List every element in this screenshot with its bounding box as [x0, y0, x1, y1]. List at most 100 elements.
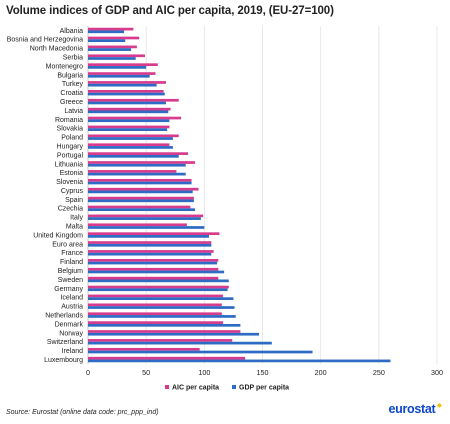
x-tick-label: 100 [198, 368, 210, 377]
x-tick-label: 250 [373, 368, 385, 377]
category-label-ireland: Ireland [62, 348, 84, 355]
bar-gdp-per-capita-turkey [88, 83, 157, 87]
bar-aic-per-capita-italy [88, 214, 204, 218]
bar-gdp-per-capita-italy [88, 217, 201, 220]
category-label-united-kingdom: United Kingdom [33, 232, 83, 239]
legend-label-gdp-per-capita: GDP per capita [239, 385, 289, 392]
bar-aic-per-capita-germany [88, 285, 229, 289]
bar-aic-per-capita-lithuania [88, 161, 196, 164]
bar-gdp-per-capita-latvia [88, 110, 169, 114]
bar-aic-per-capita-turkey [88, 81, 166, 84]
bar-gdp-per-capita-malta [88, 226, 205, 229]
category-label-finland: Finland [60, 259, 83, 266]
bar-gdp-per-capita-lithuania [88, 163, 186, 167]
bar-gdp-per-capita-estonia [88, 172, 186, 176]
bar-gdp-per-capita-netherlands [88, 315, 236, 318]
bar-gdp-per-capita-croatia [88, 92, 165, 96]
bar-aic-per-capita-portugal [88, 152, 189, 155]
bar-gdp-per-capita-portugal [88, 154, 179, 158]
category-label-hungary: Hungary [57, 143, 84, 150]
bar-aic-per-capita-cyprus [88, 187, 199, 191]
bar-gdp-per-capita-sweden [88, 279, 229, 283]
category-labels: Albania Bosnia and Herzegovina North Maced… [7, 28, 84, 364]
legend-label-aic-per-capita: AIC per capita [172, 385, 219, 392]
category-label-north-macedonia: North Macedonia [30, 46, 83, 53]
source-note: Source: Eurostat (online data code: prc_… [6, 409, 159, 416]
category-label-denmark: Denmark [55, 321, 84, 328]
bar-aic-per-capita-switzerland [88, 339, 233, 342]
bar-gdp-per-capita-montenegro [88, 66, 147, 69]
bar-aic-per-capita-bulgaria [88, 72, 156, 75]
category-label-poland: Poland [61, 135, 83, 142]
eurostat-logo: eurostat✸ [389, 402, 443, 416]
bar-gdp-per-capita-cyprus [88, 190, 193, 194]
bar-aic-per-capita-croatia [88, 90, 164, 93]
category-label-germany: Germany [54, 286, 83, 293]
bar-gdp-per-capita-ireland [88, 350, 313, 354]
category-label-netherlands: Netherlands [45, 312, 83, 319]
bar-gdp-per-capita-greece [88, 101, 166, 105]
category-label-serbia: Serbia [63, 55, 83, 62]
bar-gdp-per-capita-germany [88, 288, 228, 292]
category-label-croatia: Croatia [60, 90, 83, 97]
x-tick-label: 0 [86, 368, 90, 377]
brand-text: eurostat [388, 402, 436, 416]
chart-title: Volume indices of GDP and AIC per capita… [6, 5, 334, 17]
bar-aic-per-capita-montenegro [88, 63, 158, 67]
category-label-austria: Austria [61, 304, 83, 311]
category-label-cyprus: Cyprus [61, 188, 84, 195]
bar-aic-per-capita-hungary [88, 143, 170, 147]
bar-gdp-per-capita-czechia [88, 208, 196, 212]
category-label-malta: Malta [66, 224, 83, 231]
category-label-norway: Norway [59, 330, 83, 337]
bar-gdp-per-capita-finland [88, 261, 218, 265]
bar-aic-per-capita-albania [88, 27, 134, 31]
category-label-latvia: Latvia [64, 108, 83, 115]
x-axis-tick-labels: 0 50 100 150 200 250 300 [86, 368, 443, 377]
category-label-luxembourg: Luxembourg [44, 357, 83, 364]
bar-aic-per-capita-malta [88, 223, 187, 227]
bar-aic-per-capita-france [88, 250, 214, 253]
bar-gdp-per-capita-france [88, 252, 212, 256]
bar-gdp-per-capita-bosnia-and-herzegovina [88, 39, 126, 43]
bar-gdp-per-capita-iceland [88, 297, 234, 300]
category-label-switzerland: Switzerland [47, 339, 83, 346]
bar-gdp-per-capita-luxembourg [88, 359, 391, 363]
category-label-greece: Greece [60, 99, 83, 106]
bar-aic-per-capita-estonia [88, 170, 177, 173]
category-label-euro-area: Euro area [52, 241, 83, 248]
category-label-montenegro: Montenegro [46, 63, 83, 70]
bar-gdp-per-capita-albania [88, 30, 125, 34]
x-tick-label: 150 [257, 368, 269, 377]
bar-gdp-per-capita-slovenia [88, 181, 192, 185]
legend-swatch-gdp-per-capita [232, 385, 236, 389]
bar-aic-per-capita-bosnia-and-herzegovina [88, 36, 140, 40]
category-label-italy: Italy [70, 215, 83, 222]
category-label-turkey: Turkey [62, 81, 84, 88]
category-label-lithuania: Lithuania [55, 161, 84, 168]
bar-aic-per-capita-netherlands [88, 312, 222, 316]
category-label-bosnia-and-herzegovina: Bosnia and Herzegovina [7, 37, 83, 44]
bar-gdp-per-capita-austria [88, 306, 235, 309]
bar-gdp-per-capita-slovakia [88, 128, 168, 131]
bar-aic-per-capita-slovakia [88, 125, 170, 129]
bar-gdp-per-capita-norway [88, 332, 260, 336]
category-label-slovenia: Slovenia [56, 179, 83, 186]
category-label-albania: Albania [60, 28, 83, 35]
bar-aic-per-capita-finland [88, 259, 219, 262]
bar-gdp-per-capita-romania [88, 119, 170, 123]
bar-aic-per-capita-united-kingdom [88, 232, 220, 236]
category-label-estonia: Estonia [60, 170, 83, 177]
bar-aic-per-capita-denmark [88, 321, 223, 324]
category-label-slovakia: Slovakia [57, 126, 84, 133]
bar-gdp-per-capita-serbia [88, 57, 136, 60]
bar-aic-per-capita-sweden [88, 276, 219, 280]
bar-aic-per-capita-norway [88, 330, 241, 333]
x-tick-label: 200 [315, 368, 327, 377]
bar-aic-per-capita-spain [88, 196, 194, 200]
bar-aic-per-capita-slovenia [88, 178, 192, 182]
bar-aic-per-capita-romania [88, 116, 182, 120]
bar-aic-per-capita-ireland [88, 347, 200, 351]
category-label-portugal: Portugal [57, 152, 84, 159]
bar-aic-per-capita-iceland [88, 294, 223, 298]
